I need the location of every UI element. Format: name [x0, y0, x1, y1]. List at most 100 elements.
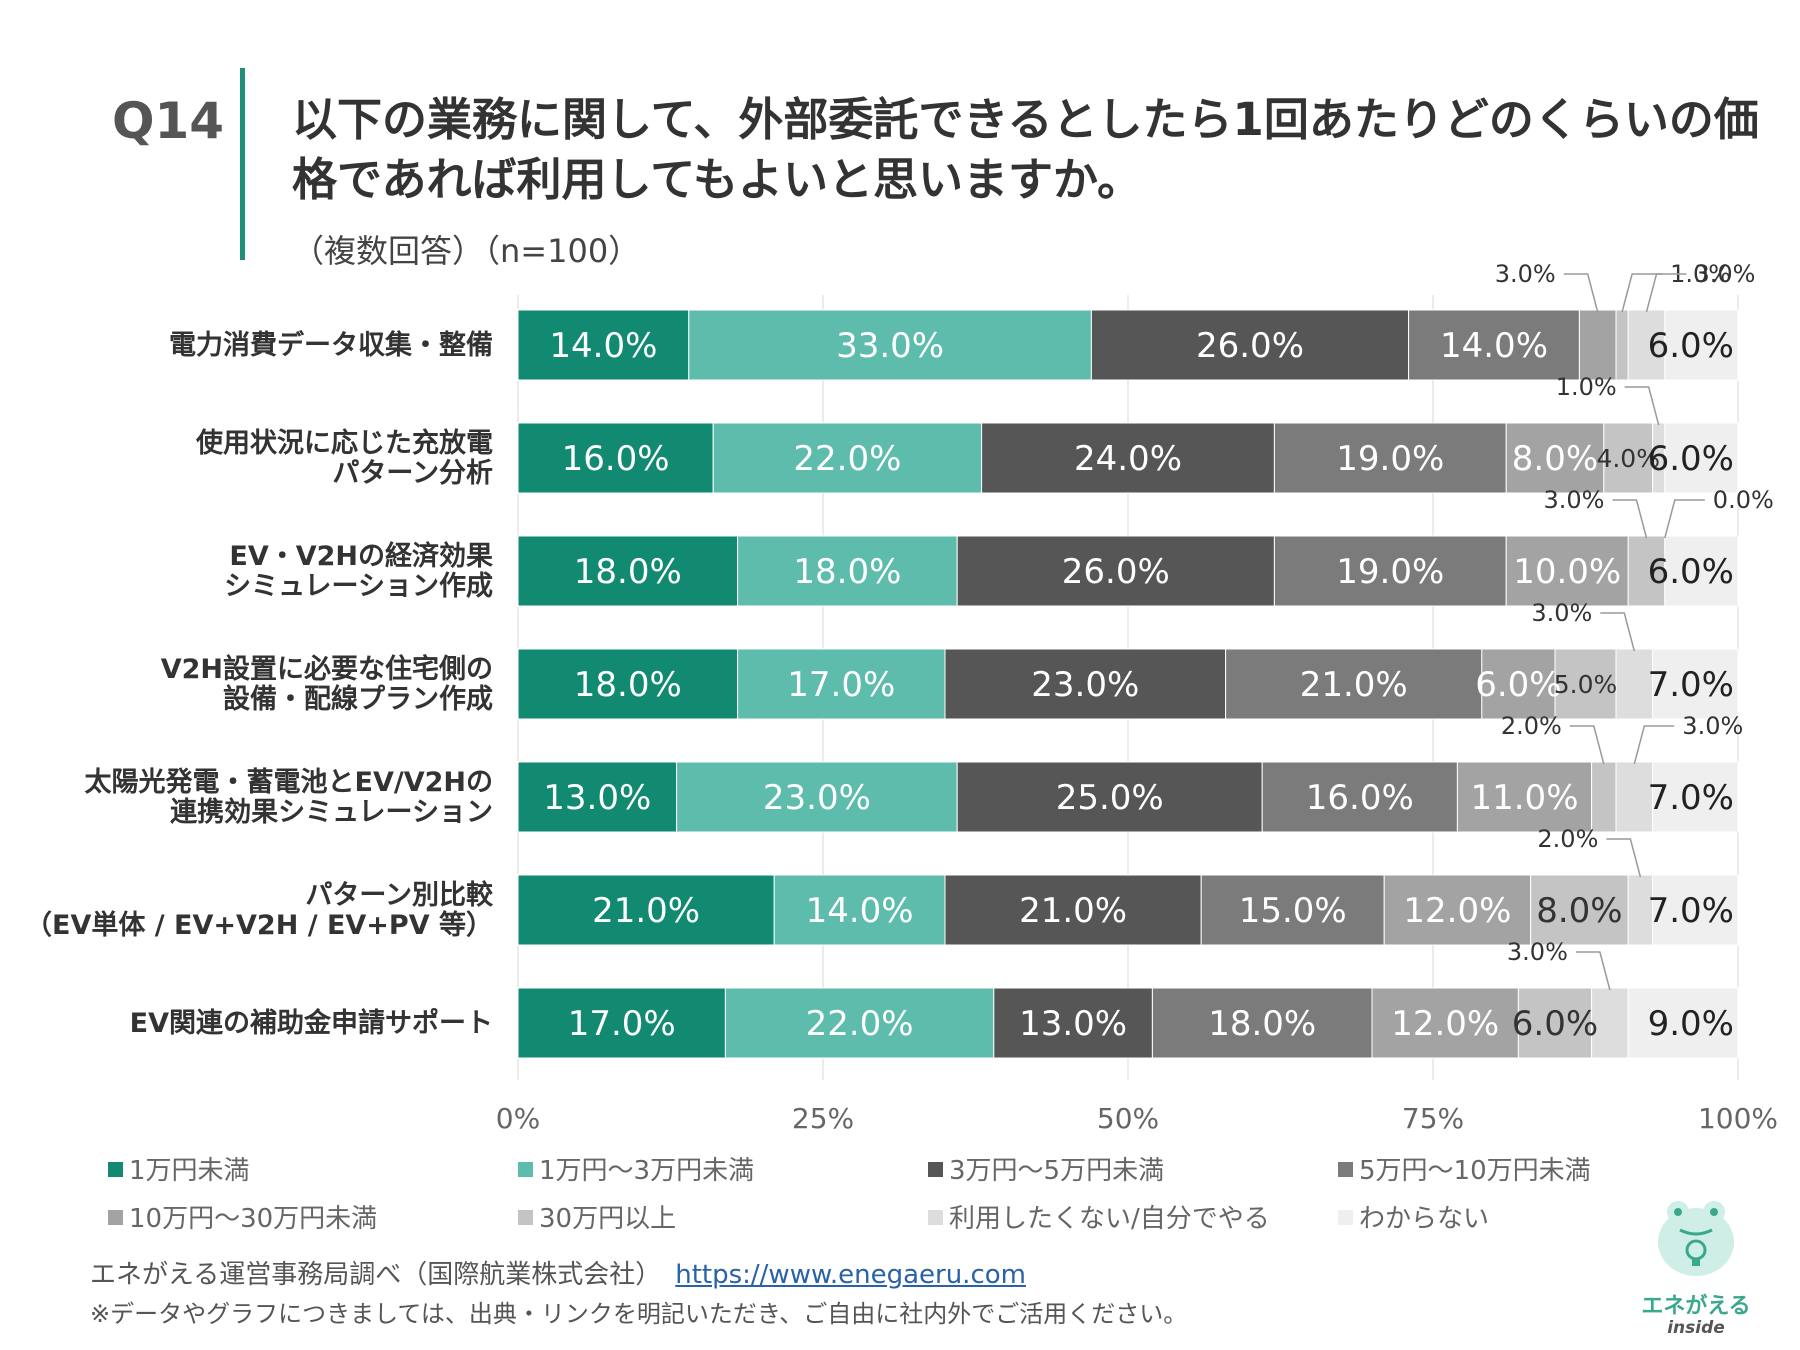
data-label: 8.0% — [1512, 439, 1598, 479]
legend-swatch — [1338, 1210, 1353, 1225]
legend-item: 1万円未満 — [108, 1150, 250, 1187]
legend-item: 3万円〜5万円未満 — [928, 1150, 1164, 1187]
data-label: 7.0% — [1648, 778, 1734, 818]
bar-segment — [517, 761, 678, 833]
leader-line — [1664, 499, 1705, 539]
x-tick-label: 100% — [1698, 1102, 1778, 1135]
source-credit: エネがえる運営事務局調べ（国際航業株式会社） https://www.enegae… — [90, 1254, 1026, 1291]
source-link[interactable]: https://www.enegaeru.com — [675, 1260, 1026, 1290]
bar-segment — [1652, 761, 1739, 833]
data-label-callout: 2.0% — [1501, 712, 1562, 740]
bar-segment — [1664, 309, 1739, 381]
data-label-callout: 0.0% — [1713, 486, 1774, 514]
data-label: 10.0% — [1513, 552, 1621, 592]
bar-segment — [1627, 987, 1739, 1059]
leader-line — [1612, 499, 1648, 539]
data-label: 6.0% — [1648, 552, 1734, 592]
bar-segment — [1225, 648, 1483, 720]
category-label: パターン分析 — [332, 458, 493, 489]
data-label: 8.0% — [1536, 891, 1622, 931]
data-label: 33.0% — [836, 326, 944, 366]
data-label: 6.0% — [1648, 439, 1734, 479]
category-label: 連携効果シミュレーション — [170, 796, 493, 828]
data-label: 21.0% — [592, 891, 700, 931]
legend-item: 5万円〜10万円未満 — [1338, 1150, 1591, 1187]
legend-label: わからない — [1359, 1204, 1490, 1234]
chart-title: 以下の業務に関して、外部委託できるとしたら1回あたりどのくらいの価格であれば利用… — [292, 93, 1759, 206]
data-label: 18.0% — [574, 552, 682, 592]
category-label: EV関連の補助金申請サポート — [130, 1007, 493, 1039]
data-label: 21.0% — [1019, 891, 1127, 931]
bar-segment — [688, 309, 1092, 381]
data-label-callout: 2.0% — [1537, 825, 1598, 853]
bar-segment — [1273, 535, 1507, 607]
bar-segment — [1408, 309, 1580, 381]
x-tick-label: 50% — [1097, 1102, 1159, 1135]
data-label: 15.0% — [1239, 891, 1347, 931]
source-text: エネがえる運営事務局調べ（国際航業株式会社） — [90, 1260, 662, 1290]
bar-segment — [517, 648, 739, 720]
data-label-callout: 3.0% — [1531, 599, 1592, 627]
data-label: 18.0% — [574, 665, 682, 705]
data-label: 13.0% — [1019, 1004, 1127, 1044]
legend-item: わからない — [1338, 1198, 1489, 1235]
data-label: 22.0% — [806, 1004, 914, 1044]
bar-segment — [737, 648, 946, 720]
bar-segment — [1261, 761, 1458, 833]
legend-swatch — [1338, 1162, 1353, 1177]
leader-line — [1624, 386, 1660, 426]
data-label: 6.0% — [1648, 326, 1734, 366]
bar-segment — [1664, 422, 1739, 494]
legend-swatch — [108, 1210, 123, 1225]
bar-segment — [517, 422, 714, 494]
data-label: 19.0% — [1336, 552, 1444, 592]
data-label: 26.0% — [1196, 326, 1304, 366]
chart-subtitle: （複数回答）（n=100） — [292, 232, 641, 270]
bar-segment — [1383, 874, 1532, 946]
data-label: 11.0% — [1470, 778, 1578, 818]
data-label: 23.0% — [763, 778, 871, 818]
category-label: EV・V2Hの経済効果 — [229, 540, 493, 572]
bar-segment — [1664, 535, 1739, 607]
bar-segment — [1273, 422, 1507, 494]
bar-segment — [1652, 648, 1739, 720]
bar-segment — [1200, 874, 1385, 946]
bar-segment — [1456, 761, 1593, 833]
data-label: 7.0% — [1648, 665, 1734, 705]
bar-segment — [1481, 648, 1556, 720]
data-label: 5.0% — [1554, 670, 1618, 699]
leader-line — [1569, 725, 1605, 765]
bar-segment — [956, 535, 1275, 607]
brand-logo: エネがえる inside — [1636, 1190, 1756, 1340]
bar-segment — [1517, 987, 1593, 1059]
legend-label: 30万円以上 — [539, 1204, 677, 1234]
legend-label: 10万円〜30万円未満 — [129, 1204, 378, 1234]
stacked-bar-chart: 0% 25% 50% 75% 100% 電力消費データ収集・整備 14.0% 33.0% 26.… — [25, 260, 1778, 1135]
data-label: 6.0% — [1475, 665, 1561, 705]
x-tick-label: 25% — [792, 1102, 854, 1135]
leader-line — [1563, 273, 1599, 313]
data-label: 23.0% — [1031, 665, 1139, 705]
bar-segment — [517, 309, 690, 381]
data-label-callout: 3.0% — [1495, 260, 1556, 288]
bar-segment — [1578, 309, 1617, 381]
leader-line — [1575, 951, 1611, 991]
x-tick-label: 0% — [496, 1102, 540, 1135]
question-number: Q14 — [112, 92, 225, 150]
data-label: 16.0% — [1306, 778, 1414, 818]
bar-segment — [1615, 309, 1629, 381]
leader-line — [1645, 273, 1687, 313]
legend-swatch — [928, 1210, 943, 1225]
bar-segment — [1591, 987, 1629, 1059]
data-label: 24.0% — [1074, 439, 1182, 479]
bar-segment — [517, 987, 726, 1059]
legend-label: 利用したくない/自分でやる — [949, 1204, 1270, 1234]
frog-bulb-icon — [1658, 1201, 1734, 1276]
legend-label: 5万円〜10万円未満 — [1359, 1156, 1591, 1186]
leader-line — [1600, 612, 1636, 652]
bar-segment — [712, 422, 983, 494]
data-label: 13.0% — [543, 778, 651, 818]
legend-label: 1万円未満 — [129, 1156, 250, 1186]
data-label: 12.0% — [1403, 891, 1511, 931]
bar-segment — [1554, 648, 1617, 720]
